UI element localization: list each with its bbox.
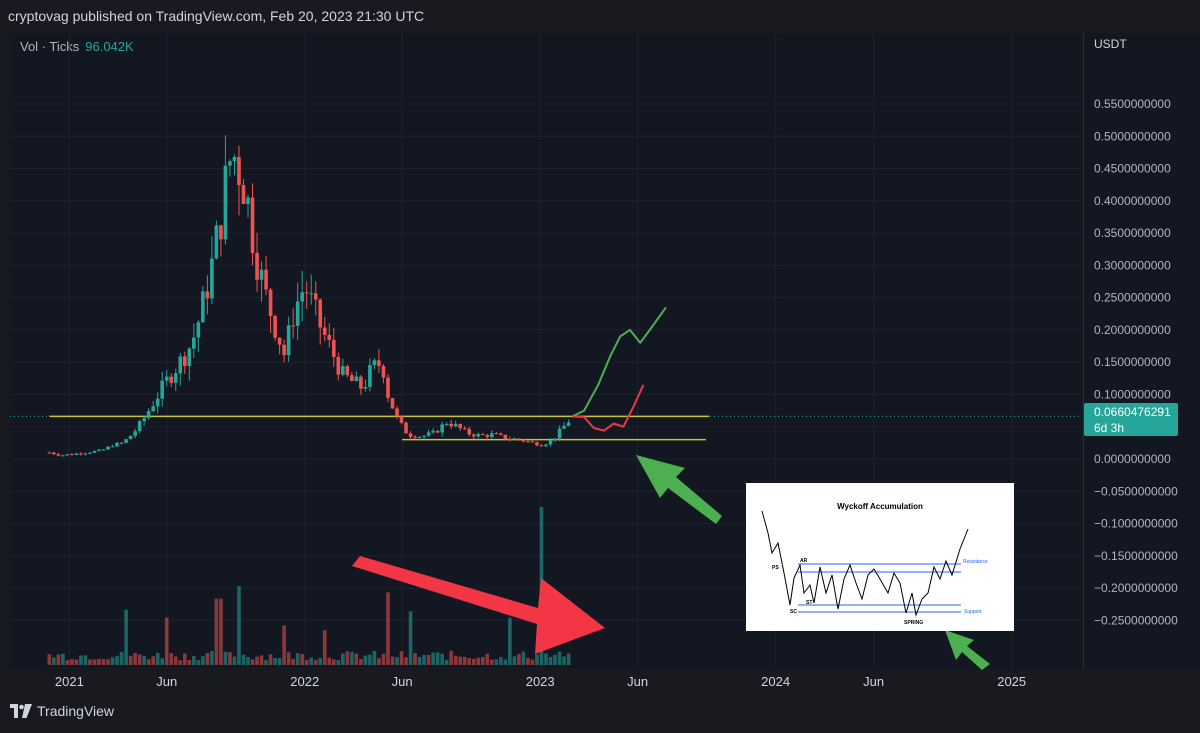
volume-value: 96.042K — [85, 39, 134, 54]
label-resistance: Resistance — [963, 559, 988, 565]
x-tick-label: 2025 — [997, 674, 1026, 689]
volume-label: Vol · Ticks — [20, 39, 80, 54]
label-sc: SC — [790, 609, 797, 615]
x-tick-label: 2022 — [290, 674, 319, 689]
last-price: 0.0660476291 — [1094, 405, 1171, 419]
x-tick-label: 2024 — [761, 674, 790, 689]
x-axis-ticks: 2021 Jun 2022 Jun 2023 Jun 2024 Jun 2025 — [55, 674, 1026, 689]
label-ar: AR — [800, 558, 808, 564]
wyckoff-inset-image: Wyckoff Accumulation PS SC AR ST SPRING … — [746, 483, 1014, 631]
x-tick-label: Jun — [392, 674, 413, 689]
x-tick-label: Jun — [156, 674, 177, 689]
inset-title: Wyckoff Accumulation — [837, 502, 923, 511]
brand[interactable]: TradingView — [10, 703, 114, 719]
x-tick-label: 2023 — [526, 674, 555, 689]
tradingview-logo-icon — [10, 704, 32, 718]
inset-price-path — [761, 510, 969, 617]
volume-legend: Vol · Ticks 96.042K — [20, 39, 134, 54]
wyckoff-diagram: Wyckoff Accumulation PS SC AR ST SPRING … — [761, 502, 988, 626]
publisher-text: cryptovag published on TradingView.com, … — [8, 8, 425, 24]
x-tick-label: Jun — [627, 674, 648, 689]
price-axis[interactable] — [1083, 33, 1200, 668]
last-price-badge: 0.0660476291 6d 3h — [1084, 403, 1178, 436]
publisher-bar: cryptovag published on TradingView.com, … — [0, 0, 1200, 32]
x-tick-label: Jun — [863, 674, 884, 689]
brand-name: TradingView — [37, 703, 115, 719]
footer-bar: TradingView — [0, 695, 1200, 733]
x-tick-label: 2021 — [55, 674, 84, 689]
label-st: ST — [806, 600, 812, 606]
price-unit: USDT — [1094, 37, 1127, 51]
bar-countdown: 6d 3h — [1094, 421, 1125, 435]
label-ps: PS — [772, 565, 779, 571]
label-support: Support — [964, 609, 982, 615]
label-spring: SPRING — [904, 620, 923, 626]
